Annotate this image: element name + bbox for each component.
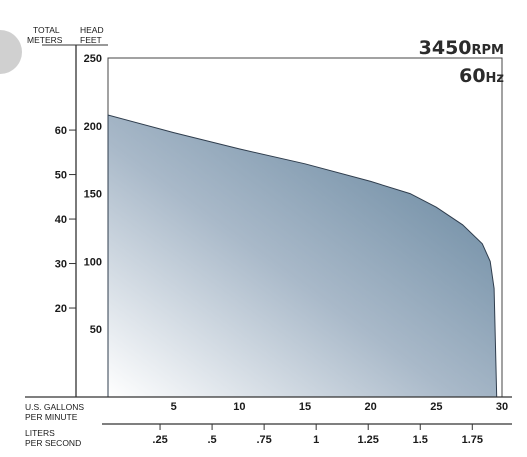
gpm-tick-label: 15 xyxy=(299,401,311,413)
lps-tick-label: 1.75 xyxy=(462,434,483,446)
meter-tick-label: 40 xyxy=(55,214,67,226)
gpm-tick-label: 10 xyxy=(233,401,245,413)
feet-tick-label: 50 xyxy=(90,324,102,336)
gpm-tick-label: 20 xyxy=(365,401,377,413)
meter-tick-label: 60 xyxy=(55,125,67,137)
lps-tick-label: 1 xyxy=(313,434,319,446)
meter-tick-label: 50 xyxy=(55,170,67,182)
feet-tick-label: 200 xyxy=(84,121,102,133)
lps-tick-label: .5 xyxy=(207,434,216,446)
edge-decoration xyxy=(0,30,22,74)
gpm-tick-label: 25 xyxy=(430,401,442,413)
lps-tick-label: .25 xyxy=(152,434,167,446)
feet-tick-label: 100 xyxy=(84,256,102,268)
lps-tick-label: .75 xyxy=(256,434,271,446)
gpm-tick-label: 5 xyxy=(171,401,177,413)
gpm-title-line1: U.S. GALLONS xyxy=(25,402,84,412)
speed-label: 3450RPM xyxy=(419,37,504,59)
meters-title-line2: METERS xyxy=(27,35,63,45)
lps-tick-label: 1.25 xyxy=(357,434,378,446)
performance-curve xyxy=(107,114,498,398)
lps-title-line1: LITERS xyxy=(25,428,55,438)
lps-tick-label: 1.5 xyxy=(413,434,428,446)
frequency-label: 60Hz xyxy=(459,65,504,87)
gpm-title-line2: PER MINUTE xyxy=(25,412,78,422)
head-title-line1: HEAD xyxy=(80,25,104,35)
meter-tick-label: 20 xyxy=(55,303,67,315)
lps-title-line2: PER SECOND xyxy=(25,438,81,448)
meter-tick-label: 30 xyxy=(55,259,67,271)
feet-tick-label: 250 xyxy=(84,53,102,65)
gpm-tick-label: 30 xyxy=(496,401,508,413)
feet-tick-label: 150 xyxy=(84,189,102,201)
meters-title-line1: TOTAL xyxy=(33,25,60,35)
head-title-line2: FEET xyxy=(80,35,102,45)
